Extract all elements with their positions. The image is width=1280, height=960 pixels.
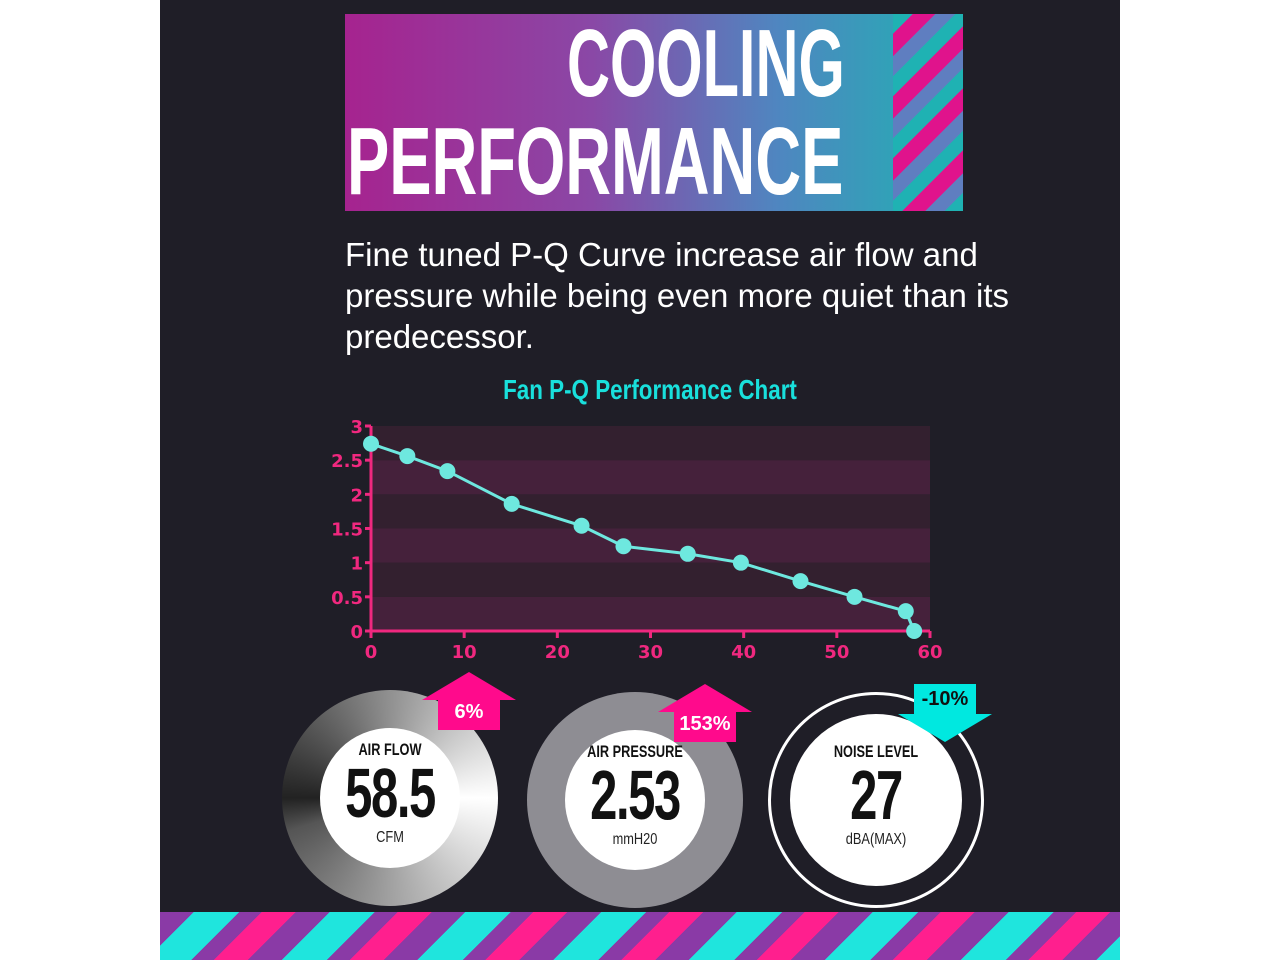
data-point [897,603,914,620]
x-tick-label: 30 [638,642,663,663]
data-point [906,623,923,639]
up-arrow-icon: 6% [422,672,516,730]
data-point [846,588,863,605]
stat-unit: dBA(MAX) [845,831,907,848]
data-point [399,448,416,465]
chart-title: Fan P-Q Performance Chart [503,374,797,405]
infographic: COOLING PERFORMANCE Fine tuned P-Q Curve… [160,0,1120,960]
grid-band [371,562,930,597]
grid-band [371,460,930,495]
y-tick-label: 2 [350,485,363,506]
stat-value: 2.53 [590,756,681,834]
stripe-decoration [893,14,963,211]
change-badge: 153% [679,713,731,735]
stat-value: 58.5 [345,754,436,832]
grid-band [371,494,930,529]
air-flow-stat: AIR FLOW 58.5 CFM [282,690,498,906]
grid-band [371,528,930,563]
data-point [573,517,590,534]
data-point [615,538,632,555]
x-tick-label: 50 [824,642,849,663]
stat-label: NOISE LEVEL [833,742,919,761]
data-point [439,463,456,480]
title-line-2: PERFORMANCE [347,108,844,211]
x-tick-label: 10 [452,642,477,663]
stat-unit: CFM [376,829,404,846]
y-tick-label: 1.5 [331,520,363,541]
x-tick-label: 0 [365,642,378,663]
x-tick-label: 20 [545,642,570,663]
change-badge: 6% [454,701,484,723]
data-point [732,554,749,571]
stat-value: 27 [850,756,903,834]
grid-band [371,596,930,631]
pq-chart: 00.511.522.530 10 20 30 40 50 60 [331,417,942,663]
stat-unit: mmH20 [612,831,658,848]
stripe-footer [160,912,1120,960]
down-arrow-icon: -10% [898,684,992,742]
data-point [363,435,379,452]
stat-label: AIR FLOW [358,740,422,759]
data-point [679,545,696,562]
title-banner: COOLING PERFORMANCE [345,14,963,211]
stat-label: AIR PRESSURE [587,742,683,761]
noise-level-stat: NOISE LEVEL 27 dBA(MAX) [768,692,984,908]
description: Fine tuned P-Q Curve increase air flow a… [345,236,1010,355]
data-point [503,495,520,512]
y-tick-label: 3 [350,417,363,438]
y-tick-label: 2.5 [331,451,363,472]
y-tick-label: 1 [350,554,363,575]
title-line-1: COOLING [567,14,845,117]
change-badge: -10% [921,688,969,710]
grid-band [371,426,930,461]
up-arrow-icon: 153% [658,684,752,742]
data-point [792,573,809,590]
x-tick-label: 40 [731,642,756,663]
y-tick-label: 0.5 [331,588,363,609]
y-tick-label: 0 [350,622,363,643]
x-tick-label: 60 [917,642,942,663]
